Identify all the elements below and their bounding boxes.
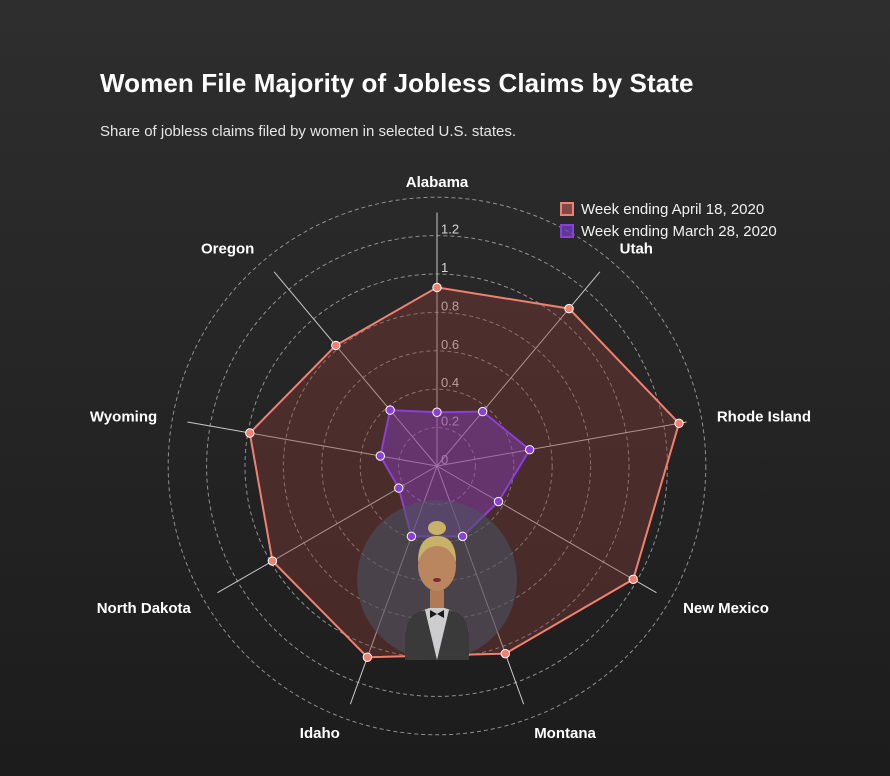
- legend-label-mar: Week ending March 28, 2020: [581, 222, 777, 240]
- axis-label-8: Oregon: [201, 240, 254, 257]
- axis-label-6: North Dakota: [97, 600, 192, 617]
- illustration-hair-bun: [428, 521, 446, 535]
- data-point-1-5: [406, 531, 417, 542]
- legend-item-mar[interactable]: Week ending March 28, 2020: [560, 220, 777, 242]
- data-point-0-6: [267, 556, 278, 566]
- data-point-0-3: [628, 574, 638, 584]
- axis-label-7: Wyoming: [90, 409, 157, 426]
- tick-label-6: 1.2: [441, 222, 459, 237]
- illustration-bowtie: [430, 610, 444, 618]
- illustration-vest-right: [437, 610, 469, 660]
- axis-label-5: Idaho: [300, 725, 340, 742]
- data-point-1-8: [385, 405, 395, 415]
- chart-title: Women File Majority of Jobless Claims by…: [100, 68, 694, 98]
- spoke-2: [436, 421, 687, 467]
- legend-label-apr: Week ending April 18, 2020: [581, 200, 765, 218]
- data-point-0-7: [245, 428, 255, 438]
- data-point-0-2: [674, 418, 684, 429]
- spoke-1: [436, 271, 601, 467]
- spoke-8: [273, 271, 438, 467]
- data-point-1-1: [477, 406, 488, 417]
- illustration-hair: [418, 536, 456, 562]
- data-point-1-3: [493, 496, 504, 507]
- tick-label-4: 0.8: [441, 298, 459, 313]
- tick-label-3: 0.6: [441, 337, 459, 352]
- data-point-1-6: [394, 483, 404, 493]
- person-illustration: [357, 500, 517, 660]
- axis-label-0: Alabama: [406, 174, 469, 191]
- axis-label-3: New Mexico: [683, 600, 769, 617]
- data-point-1-7: [375, 451, 385, 461]
- chart-subtitle: Share of jobless claims filed by women i…: [100, 123, 517, 140]
- grid-ring-outer: [167, 196, 707, 736]
- tick-label-5: 1: [441, 260, 448, 275]
- spoke-3: [436, 465, 657, 594]
- legend-swatch-mar: [560, 224, 574, 238]
- grid-ring-1: [398, 427, 476, 505]
- illustration-neck: [430, 590, 444, 608]
- data-point-1-2: [524, 444, 535, 455]
- illustration-face: [418, 541, 456, 591]
- axis-label-2: Rhode Island: [717, 409, 811, 426]
- data-point-0-8: [331, 340, 341, 351]
- tick-layer: 0 0.2 0.4 0.6 0.8 1 1.2: [441, 222, 459, 467]
- data-point-1-4: [457, 531, 468, 542]
- axis-label-1: Utah: [620, 240, 653, 257]
- spoke-7: [187, 421, 438, 467]
- data-point-0-1: [564, 303, 574, 314]
- tick-label-1: 0.2: [441, 414, 459, 429]
- tick-label-2: 0.4: [441, 375, 459, 390]
- legend-item-apr[interactable]: Week ending April 18, 2020: [560, 198, 777, 220]
- point-layer: [245, 282, 684, 662]
- data-point-0-0: [432, 282, 442, 293]
- data-point-0-5: [362, 652, 373, 662]
- axis-label-4: Montana: [534, 725, 596, 742]
- illustration-vest-left: [405, 610, 437, 660]
- illustration-mouth: [433, 578, 441, 582]
- data-point-0-4: [500, 648, 510, 659]
- legend-swatch-apr: [560, 202, 574, 216]
- legend: Week ending April 18, 2020 Week ending M…: [560, 198, 777, 242]
- tick-label-0: 0: [441, 452, 448, 467]
- label-layer: Alabama Utah Rhode Island New Mexico Montana…: [90, 174, 811, 742]
- data-point-1-0: [432, 407, 442, 417]
